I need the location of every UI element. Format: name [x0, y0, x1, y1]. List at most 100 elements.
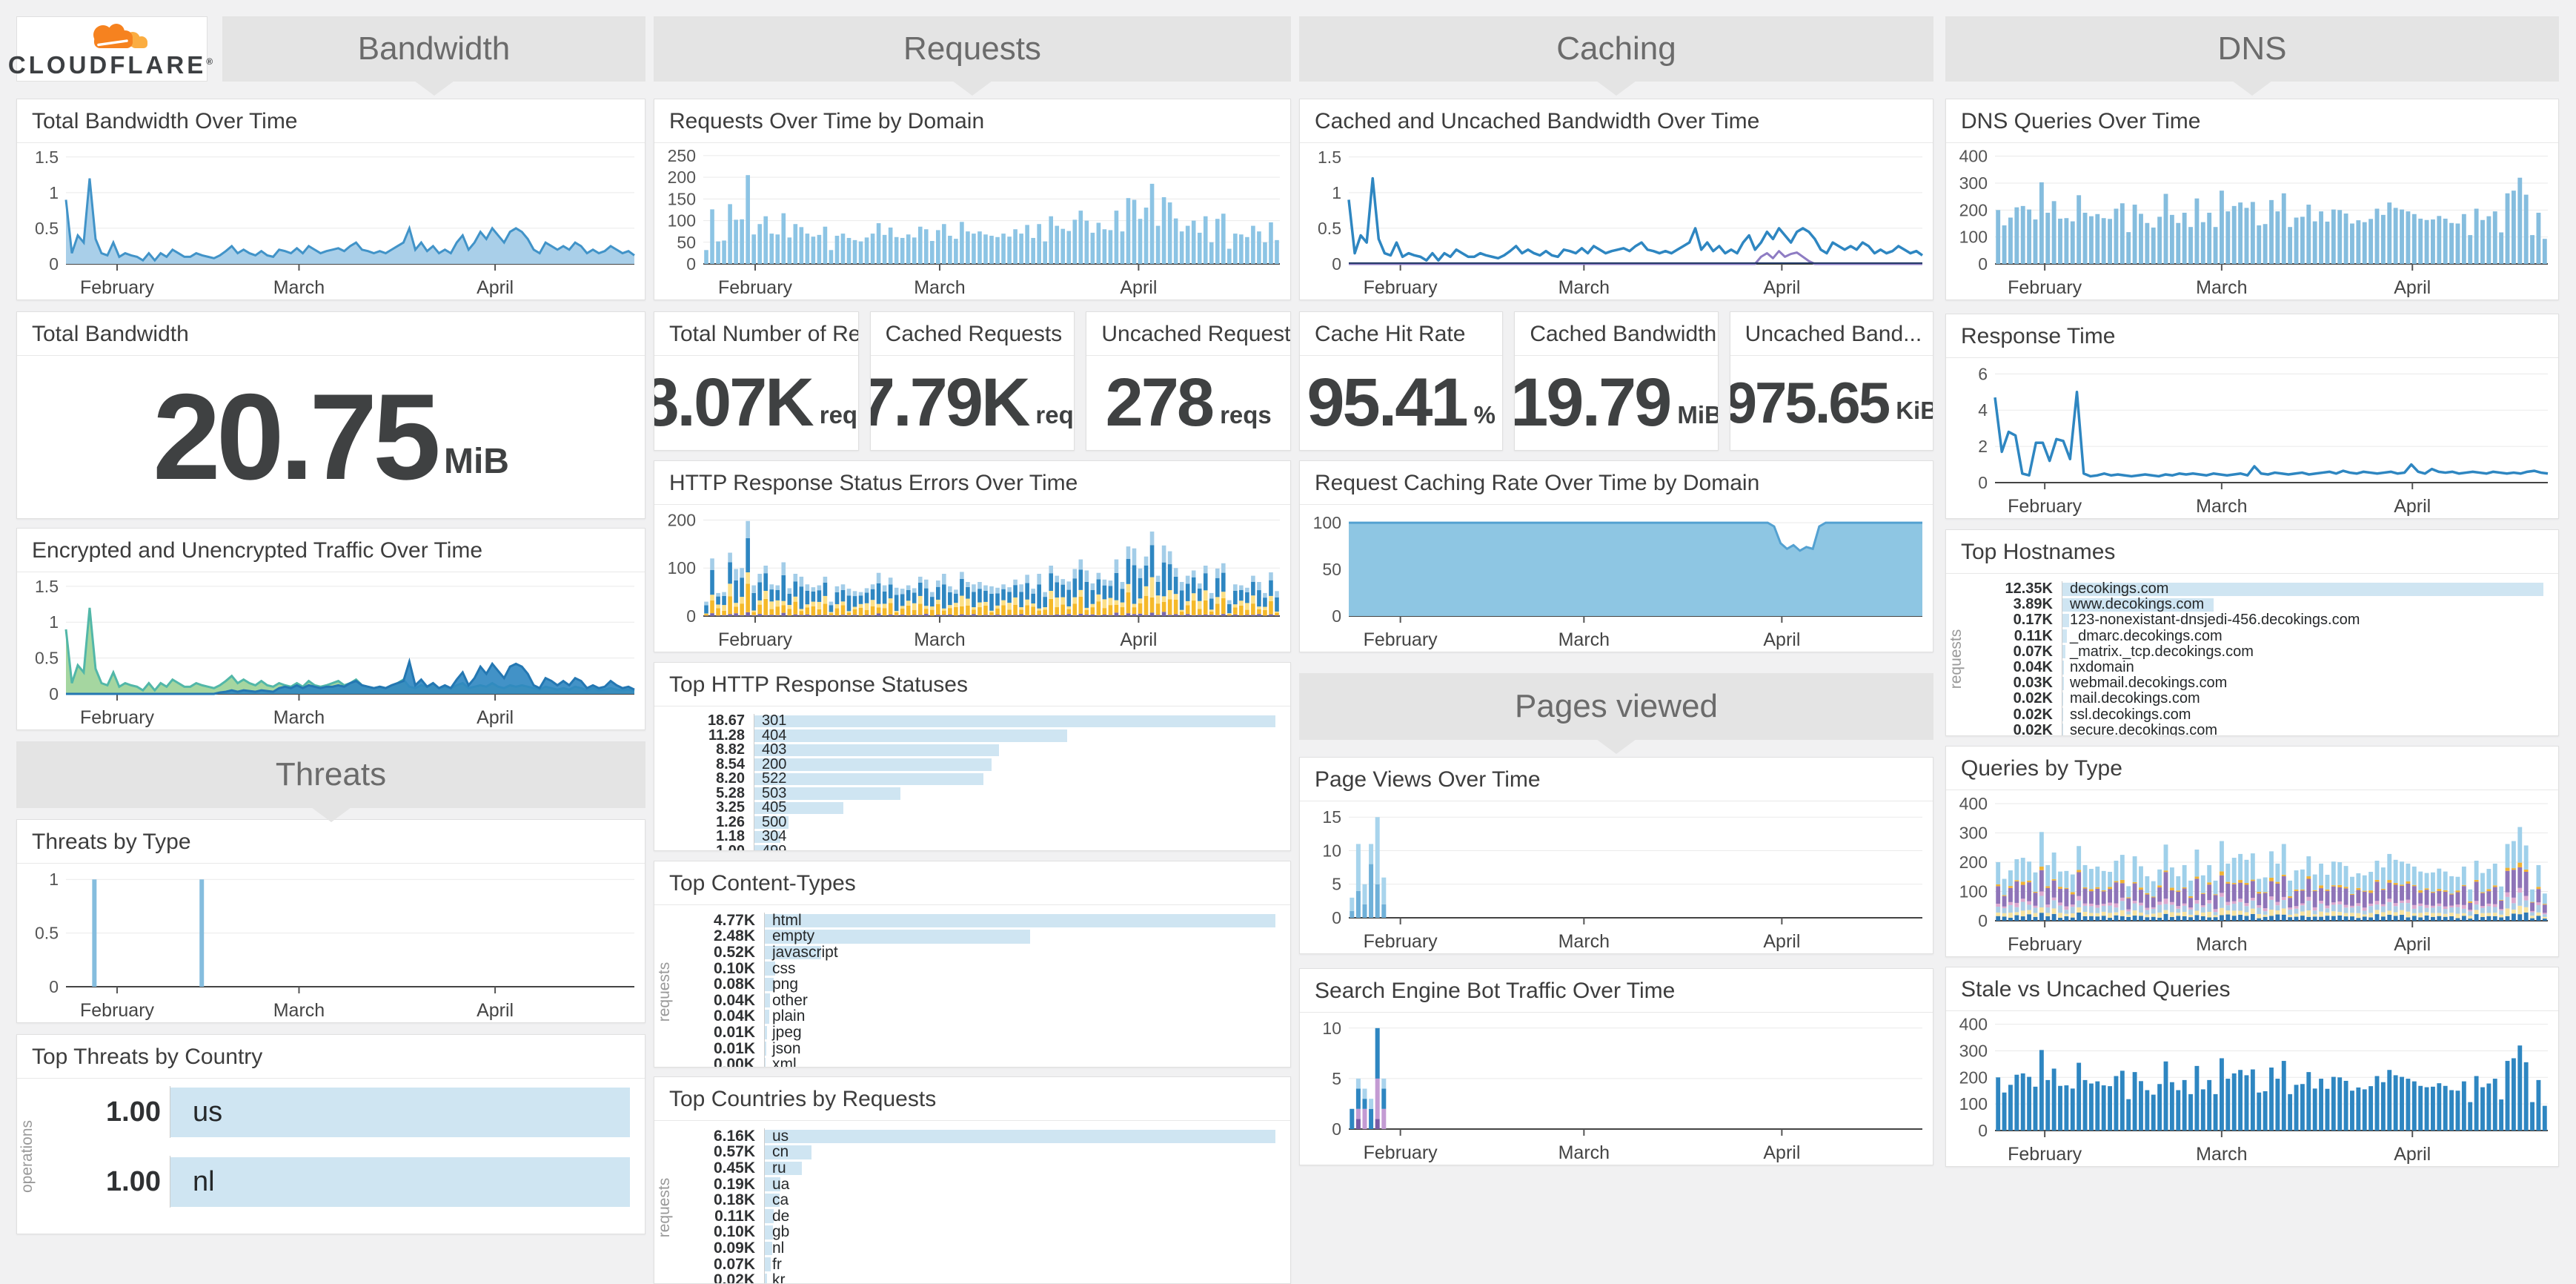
- hbar[interactable]: [765, 977, 774, 992]
- list-row[interactable]: 0.45K ru: [687, 1159, 1275, 1177]
- queries-by-type-stacked-chart[interactable]: 0 100 200 300 400 February March April: [1946, 790, 2558, 956]
- list-row[interactable]: 1.00 499: [687, 843, 1275, 850]
- list-row[interactable]: 12.35K decokings.com: [1979, 580, 2543, 598]
- list-row[interactable]: 0.00K xml: [687, 1056, 1275, 1067]
- hbar[interactable]: [765, 1025, 767, 1040]
- hbar[interactable]: [2062, 645, 2065, 659]
- hbar[interactable]: [2062, 692, 2064, 706]
- hbar[interactable]: [765, 1010, 770, 1024]
- list-row[interactable]: 18.67 301: [687, 712, 1275, 729]
- hbar[interactable]: [754, 715, 1275, 727]
- list-row[interactable]: 0.18K ca: [687, 1191, 1275, 1208]
- search-bot-stacked-chart[interactable]: 0 5 10 February March April: [1300, 1013, 1933, 1165]
- hbar[interactable]: [754, 787, 900, 800]
- list-row[interactable]: 1.00 nl: [50, 1156, 630, 1208]
- hbar[interactable]: [765, 945, 821, 960]
- page-views-bar-chart[interactable]: 0 5 10 15 February March April: [1300, 801, 1933, 953]
- list-row[interactable]: 2.48K empty: [687, 927, 1275, 944]
- list-row[interactable]: 3.89K www.decokings.com: [1979, 596, 2543, 613]
- svg-text:200: 200: [668, 168, 696, 187]
- list-row[interactable]: 8.54 200: [687, 756, 1275, 772]
- list-row[interactable]: 11.28 404: [687, 727, 1275, 744]
- list-row[interactable]: 0.10K css: [687, 960, 1275, 977]
- hbar[interactable]: [765, 1257, 771, 1271]
- hbar[interactable]: [765, 1177, 781, 1191]
- list-row[interactable]: 0.03K webmail.decokings.com: [1979, 675, 2543, 692]
- list-row[interactable]: 0.57K cn: [687, 1143, 1275, 1160]
- hbar[interactable]: [765, 1273, 767, 1283]
- caching-rate-area-chart[interactable]: 0 50 100 February March April: [1300, 505, 1933, 652]
- list-row[interactable]: 0.04K other: [687, 992, 1275, 1009]
- list-row[interactable]: 8.20 522: [687, 770, 1275, 787]
- hbar[interactable]: [765, 962, 776, 976]
- list-row[interactable]: 0.04K nxdomain: [1979, 659, 2543, 676]
- list-row[interactable]: 5.28 503: [687, 785, 1275, 801]
- hbar[interactable]: [754, 758, 992, 771]
- hbar[interactable]: [754, 801, 843, 814]
- hbar[interactable]: [765, 1057, 766, 1067]
- list-row[interactable]: 8.82 403: [687, 741, 1275, 758]
- list-row[interactable]: 0.19K ua: [687, 1176, 1275, 1193]
- hbar[interactable]: [754, 744, 1000, 756]
- cached-uncached-line-chart[interactable]: 0 0.5 1 1.5 February March April: [1300, 143, 1933, 300]
- list-row[interactable]: 0.02K mail.decokings.com: [1979, 690, 2543, 707]
- list-row[interactable]: 6.16K us: [687, 1128, 1275, 1145]
- list-row[interactable]: 0.10K gb: [687, 1223, 1275, 1240]
- response-time-line-chart[interactable]: 0 2 4 6 February March April: [1946, 358, 2558, 518]
- hbar[interactable]: [2062, 582, 2543, 596]
- hbar[interactable]: [2062, 708, 2064, 722]
- hbar[interactable]: [2062, 724, 2064, 735]
- hbar[interactable]: [765, 1042, 767, 1056]
- hbar[interactable]: [2062, 629, 2067, 643]
- list-row[interactable]: 4.77K html: [687, 912, 1275, 929]
- svg-text:0: 0: [686, 254, 696, 274]
- threats-by-type-bar-chart[interactable]: 0 0.5 1 February March April: [17, 864, 645, 1022]
- hbar[interactable]: [754, 830, 781, 843]
- list-row[interactable]: 0.09K nl: [687, 1240, 1275, 1257]
- list-row[interactable]: 0.11K _dmarc.decokings.com: [1979, 628, 2543, 644]
- list-row[interactable]: 1.18 304: [687, 828, 1275, 844]
- hbar[interactable]: [170, 1087, 630, 1137]
- hbar[interactable]: [754, 772, 984, 785]
- list-row[interactable]: 0.07K _matrix._tcp.decokings.com: [1979, 643, 2543, 660]
- list-row[interactable]: 0.52K javascript: [687, 944, 1275, 961]
- hbar[interactable]: [765, 1193, 780, 1208]
- dns-queries-bar-chart[interactable]: 0 100 200 300 400 February March April: [1946, 143, 2558, 300]
- hbar[interactable]: [754, 729, 1067, 742]
- hbar[interactable]: [765, 1161, 803, 1176]
- list-row[interactable]: 0.02K secure.decokings.com: [1979, 722, 2543, 735]
- hbar[interactable]: [2062, 598, 2214, 612]
- hbar[interactable]: [765, 913, 1275, 928]
- hbar[interactable]: [765, 930, 1031, 944]
- hbar[interactable]: [754, 816, 789, 829]
- hbar[interactable]: [2062, 613, 2070, 628]
- list-row[interactable]: 0.04K plain: [687, 1007, 1275, 1025]
- list-row[interactable]: 1.26 500: [687, 814, 1275, 830]
- hbar[interactable]: [2062, 661, 2065, 675]
- list-row[interactable]: 0.01K json: [687, 1040, 1275, 1057]
- list-row[interactable]: 0.08K png: [687, 976, 1275, 993]
- hbar[interactable]: [765, 1209, 774, 1224]
- requests-bar-chart[interactable]: 0 50 100 150 200 250 February March April: [654, 143, 1290, 300]
- hbar[interactable]: [2062, 676, 2064, 690]
- hbar[interactable]: [765, 1145, 812, 1159]
- list-row[interactable]: 0.11K de: [687, 1208, 1275, 1225]
- hbar[interactable]: [765, 993, 770, 1008]
- list-row[interactable]: 0.02K kr: [687, 1271, 1275, 1283]
- hbar[interactable]: [170, 1156, 630, 1207]
- list-row[interactable]: 0.02K ssl.decokings.com: [1979, 706, 2543, 723]
- list-row[interactable]: 0.17K 123-nonexistant-dnsjedi-456.decokin…: [1979, 612, 2543, 629]
- hbar[interactable]: [754, 845, 778, 850]
- stat-value: 278: [1105, 365, 1215, 441]
- list-row[interactable]: 0.01K jpeg: [687, 1024, 1275, 1041]
- hbar[interactable]: [765, 1129, 1275, 1144]
- stale-uncached-bar-chart[interactable]: 0 100 200 300 400 February March April: [1946, 1011, 2558, 1166]
- list-row[interactable]: 1.00 us: [50, 1086, 630, 1138]
- total-bandwidth-area-chart[interactable]: 0 0.5 1 1.5 February March April: [17, 143, 645, 300]
- hbar[interactable]: [765, 1225, 774, 1240]
- http-errors-stacked-chart[interactable]: 0 100 200 February March April: [654, 505, 1290, 652]
- hbar[interactable]: [765, 1241, 772, 1256]
- list-row[interactable]: 3.25 405: [687, 799, 1275, 815]
- list-row[interactable]: 0.07K fr: [687, 1256, 1275, 1273]
- encrypted-traffic-area-chart[interactable]: 0 0.5 1 1.5 February March April: [17, 572, 645, 729]
